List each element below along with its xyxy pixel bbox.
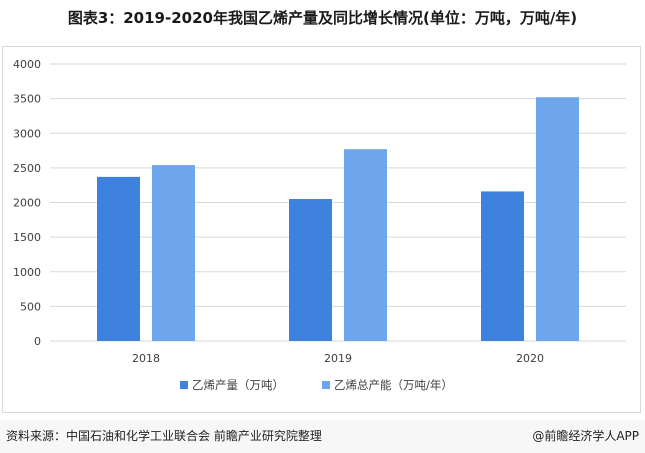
y-tick-label: 1500: [13, 231, 41, 244]
y-tick-label: 4000: [13, 58, 41, 71]
bar: [536, 97, 579, 342]
bar: [289, 199, 332, 341]
bar: [152, 165, 195, 341]
y-tick-label: 1000: [13, 266, 41, 279]
source-note: 资料来源：中国石油和化学工业联合会 前瞻产业研究院整理: [6, 429, 322, 443]
bar: [97, 176, 140, 341]
brand-watermark-text: @前瞻经济学人APP: [532, 429, 639, 443]
x-tick-label: 2019: [324, 352, 352, 365]
footer-bar: [0, 420, 645, 453]
legend-label: 乙烯产量（万吨）: [192, 378, 284, 392]
x-tick-label: 2018: [132, 352, 160, 365]
legend-swatch: [180, 381, 188, 389]
y-tick-label: 3000: [13, 127, 41, 140]
y-tick-label: 2500: [13, 162, 41, 175]
chart-frame: [2, 46, 641, 413]
x-tick-label: 2020: [516, 352, 544, 365]
y-tick-label: 0: [34, 335, 41, 348]
legend-swatch: [322, 381, 330, 389]
bar: [344, 149, 387, 341]
y-tick-label: 500: [20, 300, 41, 313]
chart-title: 图表3：2019-2020年我国乙烯产量及同比增长情况(单位：万吨，万吨/年): [67, 9, 578, 27]
legend-label: 乙烯总产能（万吨/年）: [334, 378, 453, 392]
y-tick-label: 3500: [13, 93, 41, 106]
y-tick-label: 2000: [13, 197, 41, 210]
bar-chart: 0 500 1000 1500 2000 2500 3000 3500 4000 2018 2019…: [13, 58, 626, 392]
bar: [481, 191, 524, 341]
